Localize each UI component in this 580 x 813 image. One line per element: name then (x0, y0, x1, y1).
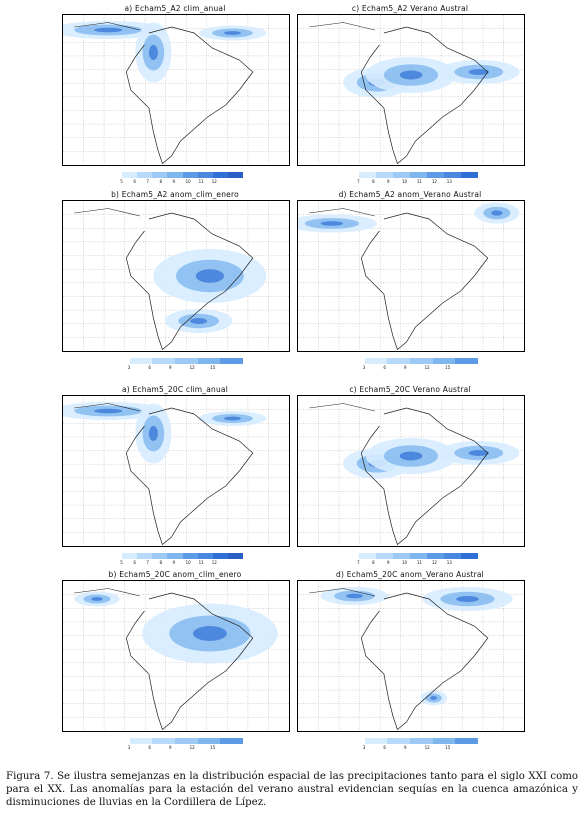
panel-title: a) Echam5_A2 clim_anual (124, 4, 226, 13)
colorbar-labels: 7 8 9 10 11 12 13 (357, 560, 464, 565)
colorbar-tick-label: 7 (357, 179, 360, 184)
colorbar-labels: 5 6 7 8 9 10 11 12 (120, 179, 227, 184)
colorbar-tick-label: 11 (198, 179, 204, 184)
colorbar-tick-label: 12 (431, 560, 437, 565)
colorbar-tick-label: 6 (148, 365, 151, 370)
colorbar-tick-label: 11 (416, 560, 422, 565)
colorbar-tick-label: 12 (211, 560, 217, 565)
colorbar-tick-label: 5 (120, 560, 123, 565)
colorbar (342, 553, 478, 559)
colorbar-tick-label: 7 (146, 560, 149, 565)
colorbar-tick-label: 15 (210, 365, 216, 370)
colorbar-tick-label: 10 (401, 560, 408, 565)
colorbar-tick-label: 15 (445, 365, 451, 370)
colorbar-labels: 7 8 9 10 11 12 13 (357, 179, 464, 184)
map-panel: c) Echam5_20C Verano Austral 7 8 9 10 11 12 13 (297, 385, 525, 575)
colorbar-tick-label: 12 (189, 745, 195, 750)
panel-title: b) Echam5_20C anom_clim_enero (108, 570, 242, 579)
panel-title: c) Echam5_20C Verano Austral (349, 385, 471, 394)
colorbar-tick-label: 6 (133, 560, 136, 565)
map-panel: d) Echam5_A2 anom_Verano Austral 3 6 9 12 15 (297, 190, 525, 380)
colorbar-tick-label: 7 (146, 179, 149, 184)
colorbar-labels: 3 6 9 12 15 (362, 745, 468, 750)
colorbar-tick-label: 3 (362, 745, 366, 750)
colorbar (107, 738, 243, 744)
colorbar-tick-label: 15 (445, 745, 451, 750)
colorbar-tick-label: 13 (446, 179, 452, 184)
colorbar-tick-label: 6 (383, 365, 386, 370)
colorbar-tick-label: 11 (416, 179, 422, 184)
colorbar (342, 172, 478, 178)
colorbar-tick-label: 10 (185, 560, 191, 565)
colorbar-tick-label: 9 (387, 179, 390, 184)
colorbar-tick-label: 8 (159, 179, 162, 184)
colorbar (342, 738, 478, 744)
colorbar-tick-label: 12 (431, 179, 437, 184)
colorbar-tick-label: 12 (424, 365, 430, 370)
colorbar-tick-label: 10 (401, 179, 408, 184)
colorbar-tick-label: 8 (159, 560, 162, 565)
colorbar-tick-label: 6 (148, 745, 151, 750)
panel-title: d) Echam5_A2 anom_Verano Austral (338, 190, 482, 199)
colorbar (107, 553, 243, 559)
colorbar-labels: 5 6 7 8 9 10 11 12 (120, 560, 227, 565)
colorbar-tick-label: 12 (424, 745, 430, 750)
colorbar-tick-label: 5 (120, 179, 123, 184)
figure-caption: Figura 7. Se ilustra semejanzas en la di… (6, 771, 578, 808)
colorbar-tick-label: 13 (446, 560, 452, 565)
colorbar-tick-label: 9 (172, 560, 176, 565)
colorbar-tick-label: 3 (127, 745, 131, 750)
colorbar-tick-label: 12 (211, 179, 217, 184)
colorbar (107, 358, 243, 364)
map-panel: c) Echam5_A2 Verano Austral 7 8 9 10 11 12 13 (297, 4, 525, 194)
precipitation-map (62, 580, 290, 732)
precipitation-map (62, 395, 290, 547)
precipitation-map (62, 200, 290, 352)
map-panel: b) Echam5_A2 anom_clim_enero 3 6 9 12 15 (62, 190, 290, 380)
precipitation-map (297, 580, 525, 732)
colorbar-tick-label: 7 (357, 560, 360, 565)
colorbar-tick-label: 11 (198, 560, 204, 565)
panel-title: c) Echam5_A2 Verano Austral (351, 4, 469, 13)
colorbar-tick-label: 10 (185, 179, 191, 184)
colorbar-tick-label: 3 (362, 365, 366, 370)
colorbar-tick-label: 9 (172, 179, 176, 184)
colorbar-tick-label: 6 (383, 745, 386, 750)
colorbar-labels: 3 6 9 12 15 (362, 365, 468, 370)
precipitation-map (297, 14, 525, 166)
map-panel: d) Echam5_20C anom_Verano Austral 3 6 9 12 15 (297, 570, 525, 760)
precipitation-map (297, 200, 525, 352)
colorbar-tick-label: 6 (133, 179, 136, 184)
colorbar-labels: 3 6 9 12 15 (127, 745, 233, 750)
colorbar-tick-label: 12 (189, 365, 195, 370)
panel-title: b) Echam5_A2 anom_clim_enero (111, 190, 239, 199)
panel-title: a) Echam5_20C clim_anual (121, 385, 229, 394)
colorbar-tick-label: 9 (403, 745, 407, 750)
map-panel: a) Echam5_A2 clim_anual 5 6 7 8 9 10 11 12 (62, 4, 290, 194)
map-panel: a) Echam5_20C clim_anual 5 6 7 8 9 10 11 12 (62, 385, 290, 575)
colorbar-tick-label: 15 (210, 745, 216, 750)
colorbar-tick-label: 9 (403, 365, 407, 370)
colorbar (342, 358, 478, 364)
precipitation-map (297, 395, 525, 547)
precipitation-map (62, 14, 290, 166)
colorbar-tick-label: 3 (127, 365, 131, 370)
panel-title: d) Echam5_20C anom_Verano Austral (336, 570, 484, 579)
colorbar-labels: 3 6 9 12 15 (127, 365, 233, 370)
colorbar-tick-label: 9 (168, 745, 172, 750)
colorbar-tick-label: 8 (372, 560, 375, 565)
colorbar-tick-label: 8 (372, 179, 375, 184)
colorbar (107, 172, 243, 178)
colorbar-tick-label: 9 (168, 365, 172, 370)
map-panel: b) Echam5_20C anom_clim_enero 3 6 9 12 15 (62, 570, 290, 760)
colorbar-tick-label: 9 (387, 560, 390, 565)
